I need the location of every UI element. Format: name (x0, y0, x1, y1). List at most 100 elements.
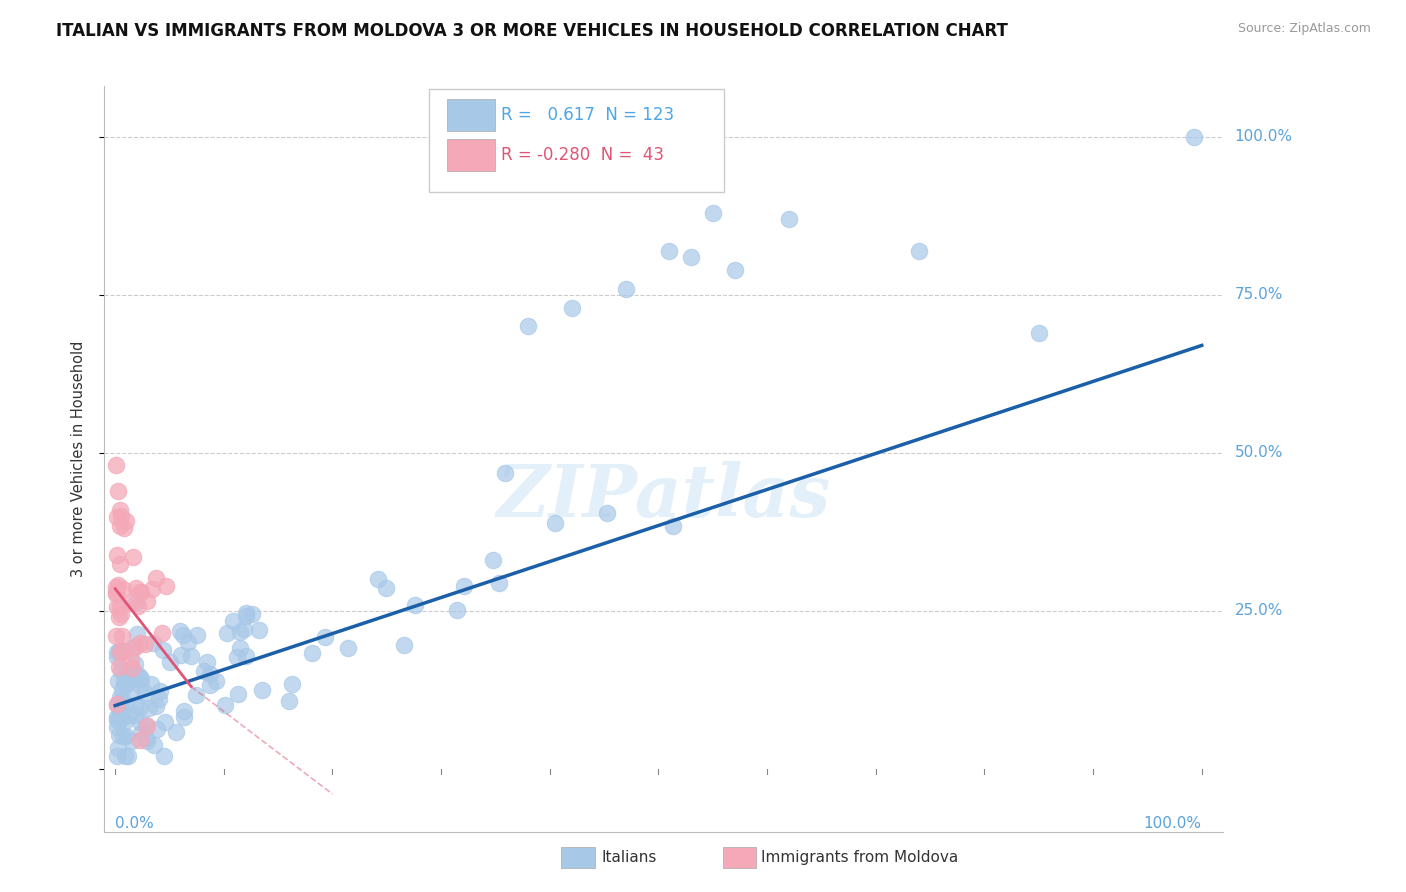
Point (115, 729, 138, 743)
Point (105, 548, 128, 562)
Point (128, 585, 150, 599)
Point (111, 683, 134, 698)
Point (105, 629, 128, 643)
Text: Immigrants from Moldova: Immigrants from Moldova (761, 850, 957, 864)
Point (176, 635, 198, 649)
Point (367, 572, 389, 586)
Point (129, 670, 152, 684)
Point (110, 703, 132, 717)
Point (278, 694, 301, 708)
Point (107, 483, 129, 498)
Point (105, 749, 128, 764)
Point (544, 516, 567, 530)
Point (136, 734, 159, 748)
Point (105, 599, 128, 614)
Point (134, 686, 156, 700)
Point (159, 655, 181, 669)
Point (314, 630, 336, 644)
Point (107, 741, 129, 756)
Point (110, 664, 132, 678)
Point (281, 676, 304, 690)
Point (240, 607, 263, 621)
Point (149, 684, 172, 698)
Point (146, 723, 169, 737)
Point (170, 648, 193, 662)
Point (112, 644, 135, 658)
Point (121, 733, 143, 747)
Point (723, 262, 745, 277)
Point (142, 738, 165, 752)
Point (108, 690, 131, 705)
Point (107, 578, 129, 592)
Point (375, 581, 398, 595)
Point (215, 625, 238, 640)
Point (129, 678, 152, 692)
Point (135, 717, 157, 731)
Point (517, 319, 540, 334)
Point (229, 625, 252, 640)
Point (139, 677, 162, 691)
Point (114, 714, 136, 728)
Point (110, 509, 132, 524)
Point (108, 644, 131, 658)
Text: R =   0.617  N = 123: R = 0.617 N = 123 (501, 106, 673, 124)
Text: ITALIAN VS IMMIGRANTS FROM MOLDOVA 3 OR MORE VEHICLES IN HOUSEHOLD CORRELATION C: ITALIAN VS IMMIGRANTS FROM MOLDOVA 3 OR … (56, 22, 1008, 40)
Point (392, 638, 415, 652)
Point (173, 710, 195, 724)
Point (117, 707, 139, 722)
Point (105, 580, 128, 594)
Point (105, 644, 128, 658)
Point (193, 664, 215, 678)
Y-axis label: 3 or more Vehicles in Household: 3 or more Vehicles in Household (72, 341, 86, 577)
Point (446, 602, 468, 616)
Point (169, 624, 191, 639)
Point (145, 698, 167, 713)
Point (247, 623, 270, 637)
Point (127, 599, 149, 614)
Point (110, 692, 132, 706)
Point (124, 698, 146, 713)
Point (105, 458, 128, 473)
Point (225, 649, 247, 664)
Point (107, 728, 129, 742)
Point (105, 649, 128, 664)
Point (155, 579, 177, 593)
Point (173, 704, 195, 718)
Point (115, 674, 138, 689)
Point (111, 582, 134, 596)
Point (614, 281, 637, 295)
Point (702, 205, 724, 219)
Point (233, 623, 256, 637)
Point (122, 640, 145, 654)
Point (778, 212, 800, 227)
Point (128, 715, 150, 730)
Point (488, 576, 510, 591)
Point (229, 641, 252, 656)
Point (138, 701, 160, 715)
Point (108, 503, 131, 517)
Point (125, 595, 148, 609)
Point (110, 607, 132, 621)
Point (120, 685, 142, 699)
Point (108, 518, 131, 533)
Point (165, 724, 187, 739)
Point (152, 643, 174, 657)
Point (494, 466, 516, 480)
Point (250, 682, 273, 697)
Point (135, 731, 157, 746)
Point (108, 645, 131, 659)
Point (114, 514, 136, 528)
Point (136, 719, 159, 733)
Point (120, 651, 142, 665)
Point (453, 579, 475, 593)
Point (124, 708, 146, 723)
Point (110, 706, 132, 721)
Point (141, 582, 163, 597)
Point (337, 640, 360, 655)
Point (481, 553, 503, 567)
Point (121, 549, 143, 564)
Point (200, 678, 222, 692)
Point (129, 636, 152, 650)
Text: Italians: Italians (602, 850, 657, 864)
Point (184, 688, 207, 702)
